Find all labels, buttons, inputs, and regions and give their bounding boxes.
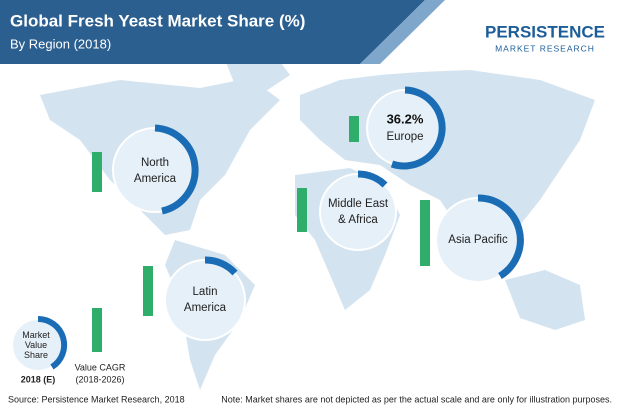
north-america: North America xyxy=(112,124,199,215)
legend-share: Market Value Share xyxy=(22,330,50,360)
legend: Market Value Share 2018 (E) Value CAGR (20… xyxy=(11,315,126,384)
region-label: North America xyxy=(134,157,177,185)
note: Note: Market shares are not depicted as … xyxy=(221,394,612,404)
asia-pacific: Asia Pacific xyxy=(435,194,524,283)
share-arc xyxy=(154,124,199,215)
share-arc xyxy=(204,256,238,276)
region-label: Latin America xyxy=(184,286,227,314)
subtitle: By Region (2018) xyxy=(10,36,111,51)
region-label: Europe xyxy=(386,131,423,143)
europe: 36.2% Europe xyxy=(366,86,446,170)
cagr-bar xyxy=(92,152,102,192)
cagr-bar xyxy=(143,266,153,316)
region-label: Asia Pacific xyxy=(448,234,508,246)
title: Global Fresh Yeast Market Share (%) xyxy=(10,11,305,30)
latin-america: Latin America xyxy=(164,256,246,341)
middle-east-africa: Middle East & Africa xyxy=(319,170,397,251)
legend-arc xyxy=(37,315,68,370)
legend-period: (2018-2026) xyxy=(75,374,124,384)
source: Source: Persistence Market Research, 201… xyxy=(8,394,185,404)
share-arc xyxy=(357,170,388,188)
logo-tagline: MARKET RESEARCH xyxy=(495,43,595,53)
cagr-bar xyxy=(420,200,430,266)
header-accent xyxy=(360,0,445,64)
cagr-bar xyxy=(297,188,307,232)
cagr-bar xyxy=(349,116,359,142)
legend-year: 2018 (E) xyxy=(21,374,56,384)
share-arc xyxy=(390,86,446,170)
cagr-bar xyxy=(92,308,102,352)
region-value: 36.2% xyxy=(387,111,424,126)
share-arc xyxy=(477,194,524,279)
bars xyxy=(92,116,430,352)
logo-name: PERSISTENCE xyxy=(485,22,605,41)
header-banner xyxy=(0,0,425,64)
legend-cagr: Value CAGR xyxy=(75,362,126,372)
region-label: Middle East & Africa xyxy=(328,198,389,226)
